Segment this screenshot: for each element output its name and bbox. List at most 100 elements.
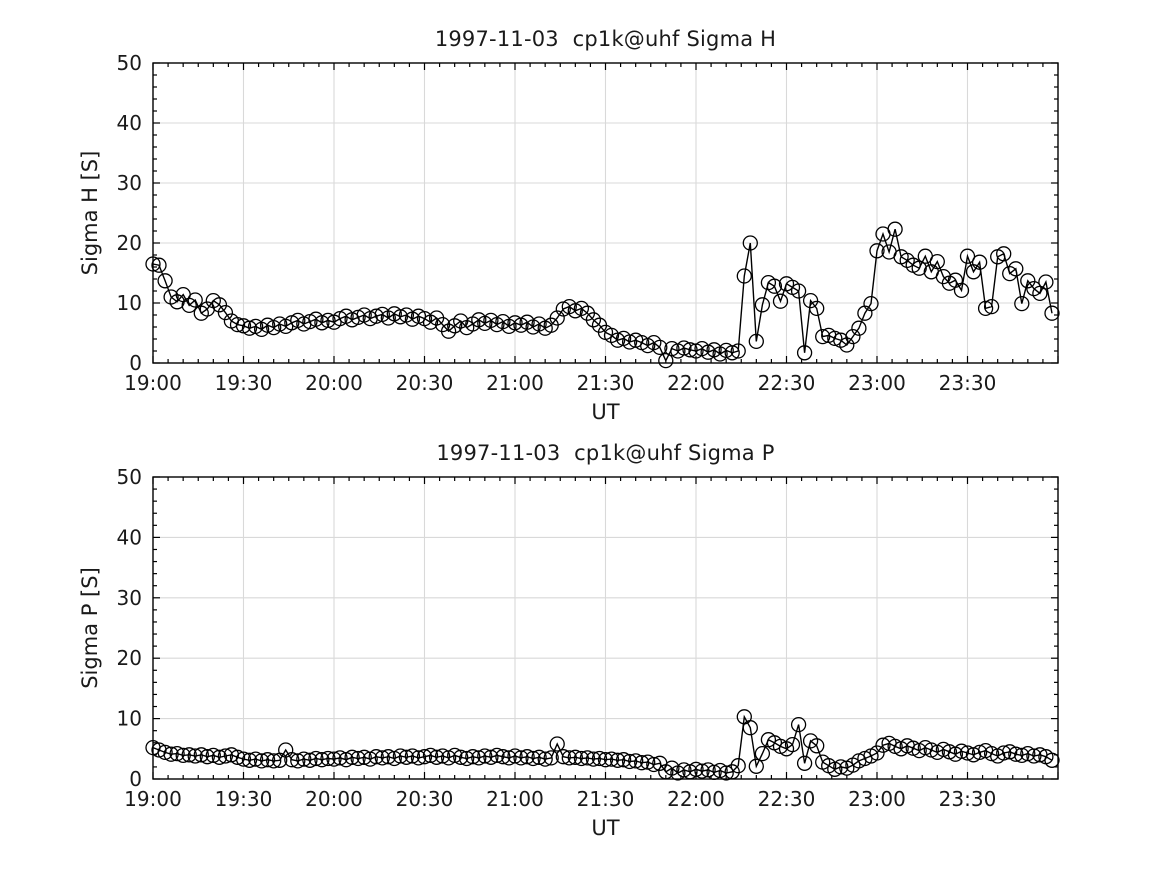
data-point-marker [507, 748, 523, 764]
data-point-marker [350, 750, 366, 767]
data-point-marker [875, 737, 891, 753]
x-tick-label: 20:00 [305, 787, 363, 811]
data-point-marker [1008, 261, 1024, 277]
data-point-marker [453, 749, 469, 765]
data-point-marker [217, 748, 234, 764]
data-point-marker [175, 747, 191, 764]
data-point-marker [531, 749, 547, 765]
y-tick-label: 20 [117, 231, 142, 255]
data-point-marker [157, 273, 173, 289]
data-point-marker [621, 334, 638, 350]
data-point-marker [609, 332, 626, 348]
data-point-marker [181, 747, 197, 763]
y-tick-label: 40 [117, 525, 142, 549]
data-point-marker [929, 253, 945, 270]
y-axis-title: Sigma H [S] [78, 151, 102, 276]
data-point-marker [1008, 746, 1024, 762]
data-point-marker [585, 312, 602, 328]
data-point-marker [851, 320, 867, 336]
data-point-marker [796, 755, 813, 771]
data-point-marker [259, 752, 276, 768]
data-point-marker [573, 750, 590, 767]
data-point-marker [229, 316, 246, 333]
data-point-marker [211, 749, 228, 765]
data-point-marker [983, 298, 1000, 315]
data-point-marker [863, 295, 879, 312]
data-point-marker [996, 745, 1012, 761]
tick-marks [152, 62, 1059, 364]
data-point-marker [434, 748, 451, 764]
sigma-p-chart-title: 1997-11-03 cp1k@uhf Sigma P [436, 441, 775, 465]
data-point-marker [187, 748, 203, 764]
data-point-marker [332, 750, 348, 766]
data-point-marker [730, 343, 746, 359]
data-point-marker [410, 750, 427, 766]
y-tick-label: 30 [117, 171, 142, 195]
data-point-marker [513, 750, 529, 766]
y-tick-label: 0 [129, 351, 142, 375]
data-markers [145, 221, 1060, 369]
data-point-marker [646, 756, 662, 773]
data-markers [145, 709, 1060, 781]
data-point-marker [151, 257, 167, 273]
data-point-marker [664, 760, 680, 776]
data-point-marker [634, 755, 650, 771]
gridlines [153, 63, 1058, 363]
x-axis-title: UT [591, 816, 619, 840]
data-point-marker [567, 749, 583, 765]
data-point-marker [1044, 752, 1060, 768]
data-point-marker [489, 747, 505, 764]
data-point-marker [971, 744, 988, 761]
data-point-marker [1038, 274, 1054, 290]
x-tick-label: 22:00 [667, 371, 725, 395]
data-point-marker [549, 736, 565, 752]
data-point-marker [790, 283, 807, 299]
x-tick-label: 23:30 [939, 371, 997, 395]
data-point-marker [996, 246, 1012, 262]
x-axis-title: UT [591, 400, 619, 424]
data-point-marker [1014, 747, 1030, 764]
data-point-marker [748, 333, 764, 350]
data-point-marker [302, 752, 318, 768]
data-point-marker [839, 337, 855, 353]
data-point-marker [314, 752, 330, 768]
x-tick-label: 23:00 [848, 787, 906, 811]
x-tick-label: 21:00 [486, 787, 544, 811]
sigma-p-plot: 19:00 19:30 20:00 20:30 21:00 21:30 22:00 22:30… [78, 465, 1060, 840]
y-axis-title: Sigma P [S] [78, 567, 102, 689]
data-point-marker [447, 747, 463, 764]
data-point-marker [628, 753, 644, 769]
data-point-marker [658, 352, 674, 369]
data-point-marker [356, 749, 372, 765]
x-tick-label: 20:30 [396, 787, 454, 811]
data-point-marker [887, 221, 903, 237]
x-tick-label: 19:00 [124, 371, 182, 395]
data-point-marker [597, 752, 614, 768]
y-tick-label: 30 [117, 586, 142, 610]
data-point-marker [959, 745, 976, 761]
data-point-marker [736, 268, 752, 284]
x-tick-label: 22:30 [758, 371, 816, 395]
data-point-marker [1026, 748, 1042, 764]
data-point-marker [284, 752, 300, 768]
x-tick-label: 19:30 [215, 787, 273, 811]
data-point-marker [380, 749, 396, 765]
x-tick-label: 21:30 [577, 371, 635, 395]
data-point-marker [561, 750, 577, 766]
data-point-marker [187, 292, 203, 308]
tick-marks [152, 476, 1059, 780]
data-point-marker [845, 328, 861, 345]
x-tick-label: 22:00 [667, 787, 725, 811]
data-point-marker [422, 747, 439, 764]
sigma-h-chart-title: 1997-11-03 cp1k@uhf Sigma H [434, 27, 777, 51]
data-point-marker [718, 765, 734, 781]
data-point-marker [676, 340, 692, 356]
data-point-marker [1044, 305, 1060, 321]
data-point-marker [181, 297, 197, 314]
x-tick-label: 21:00 [486, 371, 544, 395]
x-tick-label: 21:30 [577, 787, 635, 811]
data-point-marker [953, 282, 970, 299]
y-tick-label: 50 [117, 465, 142, 489]
data-point-marker [959, 248, 976, 264]
x-tick-label: 23:30 [939, 787, 997, 811]
